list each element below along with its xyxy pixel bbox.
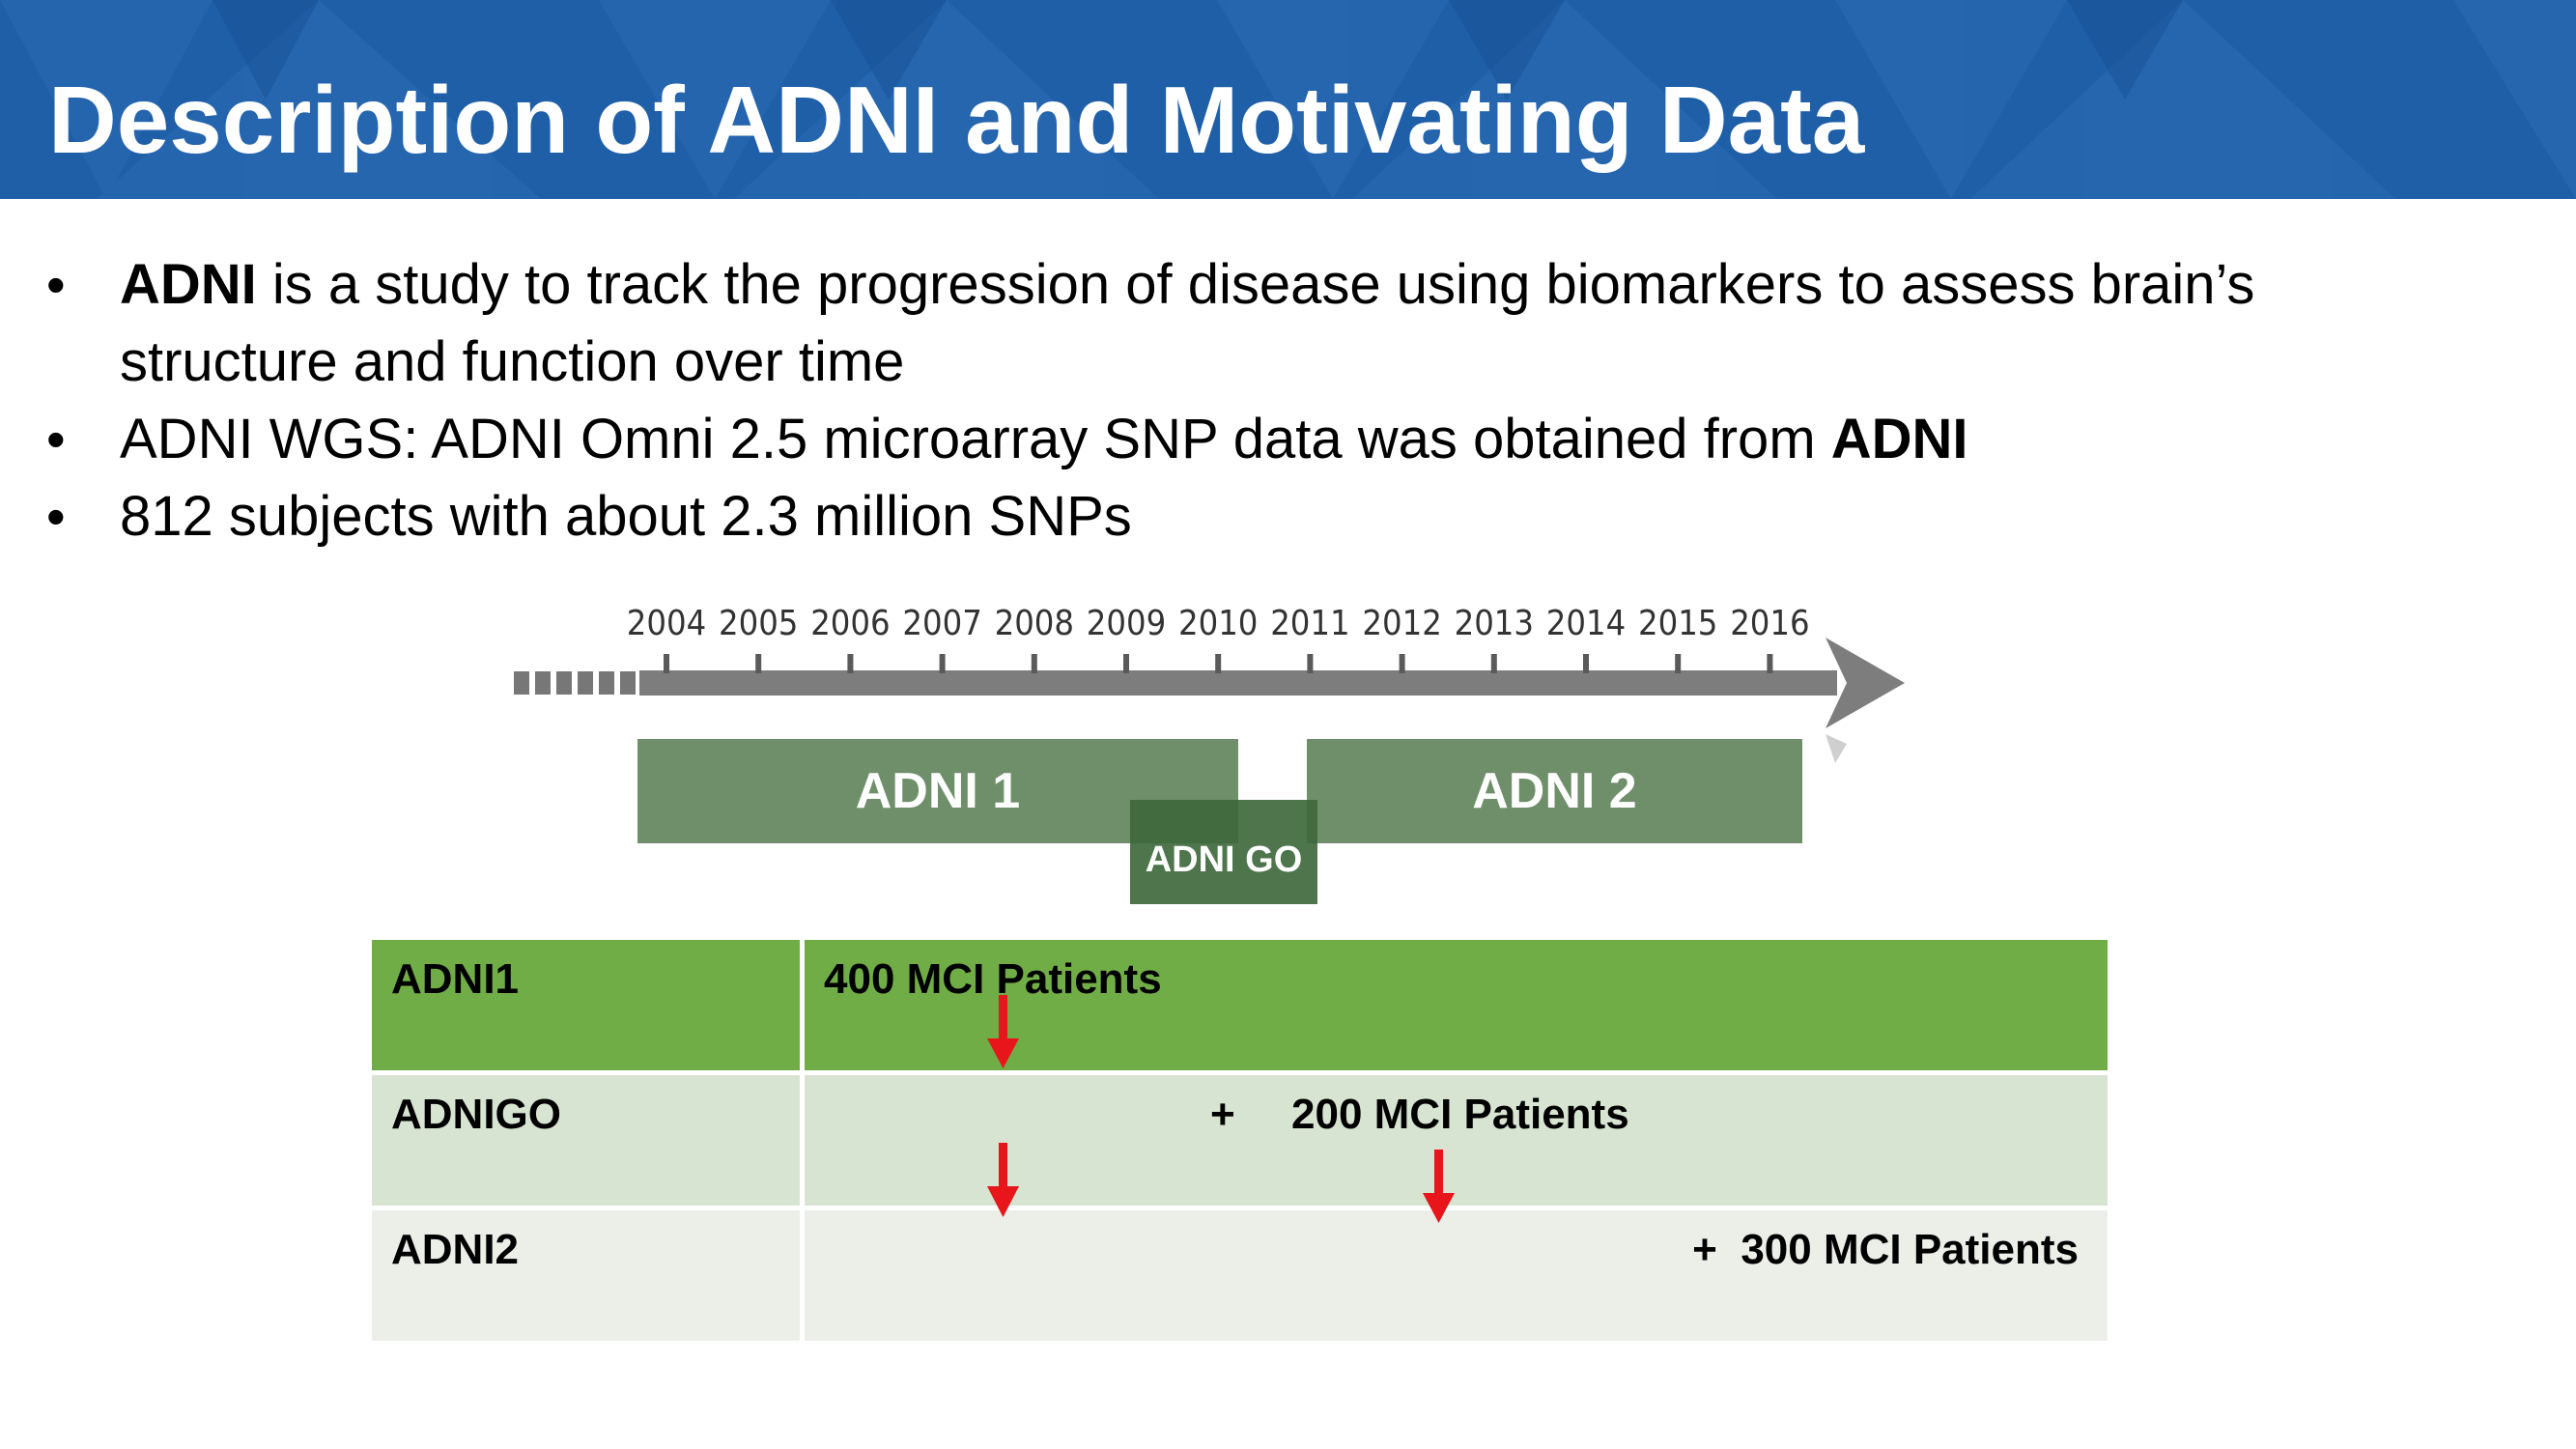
bullet-text: 812 subjects with about 2.3 million SNPs	[120, 485, 1132, 548]
bullet-text: ADNI WGS: ADNI Omni 2.5 microarray SNP d…	[120, 408, 1831, 470]
year-tick	[1123, 654, 1129, 673]
bullet-text: is a study to track the progression of d…	[120, 253, 2255, 393]
phase-label: ADNI 2	[1472, 763, 1637, 819]
plus-sign: +	[1210, 1091, 1235, 1138]
cohort-value-cell: + 200 MCI Patients	[805, 1075, 2108, 1210]
year-tick	[664, 654, 669, 673]
table-row: ADNIGO + 200 MCI Patients	[372, 1075, 2108, 1210]
year-tick	[1307, 654, 1314, 673]
cohort-value-cell: 400 MCI Patients	[805, 940, 2108, 1075]
year-label: 2005	[718, 604, 799, 643]
year-label: 2010	[1177, 604, 1259, 643]
year-label: 2004	[626, 604, 707, 643]
year-tick	[1583, 654, 1589, 673]
bold-term: ADNI	[1830, 408, 1968, 470]
bold-term: ADNI	[120, 253, 257, 316]
header-banner: Description of ADNI and Motivating Data	[0, 0, 2576, 199]
year-label: 2008	[994, 604, 1074, 643]
bullet-item: ADNI is a study to track the progression…	[39, 246, 2357, 401]
cohort-name: ADNI2	[372, 1210, 805, 1346]
year-tick	[1031, 654, 1037, 673]
cohort-value: 400 MCI Patients	[824, 955, 1162, 1003]
phase-adni2: ADNI 2	[1307, 739, 1802, 843]
year-label: 2009	[1086, 604, 1167, 643]
year-tick	[1675, 654, 1682, 673]
year-tick	[1399, 654, 1405, 673]
table-row: ADNI2 + 300 MCI Patients	[372, 1210, 2108, 1346]
year-label: 2015	[1637, 604, 1718, 643]
cohort-table: ADNI1 400 MCI Patients ADNIGO + 200 MCI …	[372, 940, 2108, 1346]
year-label: 2012	[1362, 604, 1442, 643]
slide-title: Description of ADNI and Motivating Data	[48, 67, 1865, 173]
year-label: 2006	[810, 604, 891, 643]
year-label: 2011	[1270, 604, 1350, 643]
bullet-list: ADNI is a study to track the progression…	[39, 246, 2357, 555]
year-label: 2016	[1730, 604, 1810, 643]
year-tick	[1490, 654, 1497, 673]
year-tick	[1767, 654, 1773, 673]
phase-adnigo: ADNI GO	[1130, 800, 1317, 904]
bullet-item: ADNI WGS: ADNI Omni 2.5 microarray SNP d…	[39, 401, 2357, 478]
year-tick	[1215, 654, 1222, 673]
year-label: 2007	[902, 604, 982, 643]
year-tick	[847, 654, 854, 673]
cohort-value-cell: + 300 MCI Patients	[805, 1210, 2108, 1346]
table-row: ADNI1 400 MCI Patients	[372, 940, 2108, 1075]
year-label: 2013	[1454, 604, 1534, 643]
phase-label: ADNI GO	[1145, 839, 1303, 880]
cohort-name: ADNIGO	[372, 1075, 805, 1210]
year-label: 2014	[1545, 604, 1627, 643]
phase-label: ADNI 1	[855, 763, 1021, 819]
banner-pattern	[0, 0, 2576, 199]
year-tick	[755, 654, 762, 673]
cohort-value: + 300 MCI Patients	[1692, 1226, 2079, 1273]
cohort-name: ADNI1	[372, 940, 805, 1075]
plus-sign: +	[1692, 1226, 1717, 1273]
bullet-item: 812 subjects with about 2.3 million SNPs	[39, 478, 2357, 555]
year-tick	[939, 654, 946, 673]
cohort-value: 200 MCI Patients	[1291, 1091, 1629, 1138]
